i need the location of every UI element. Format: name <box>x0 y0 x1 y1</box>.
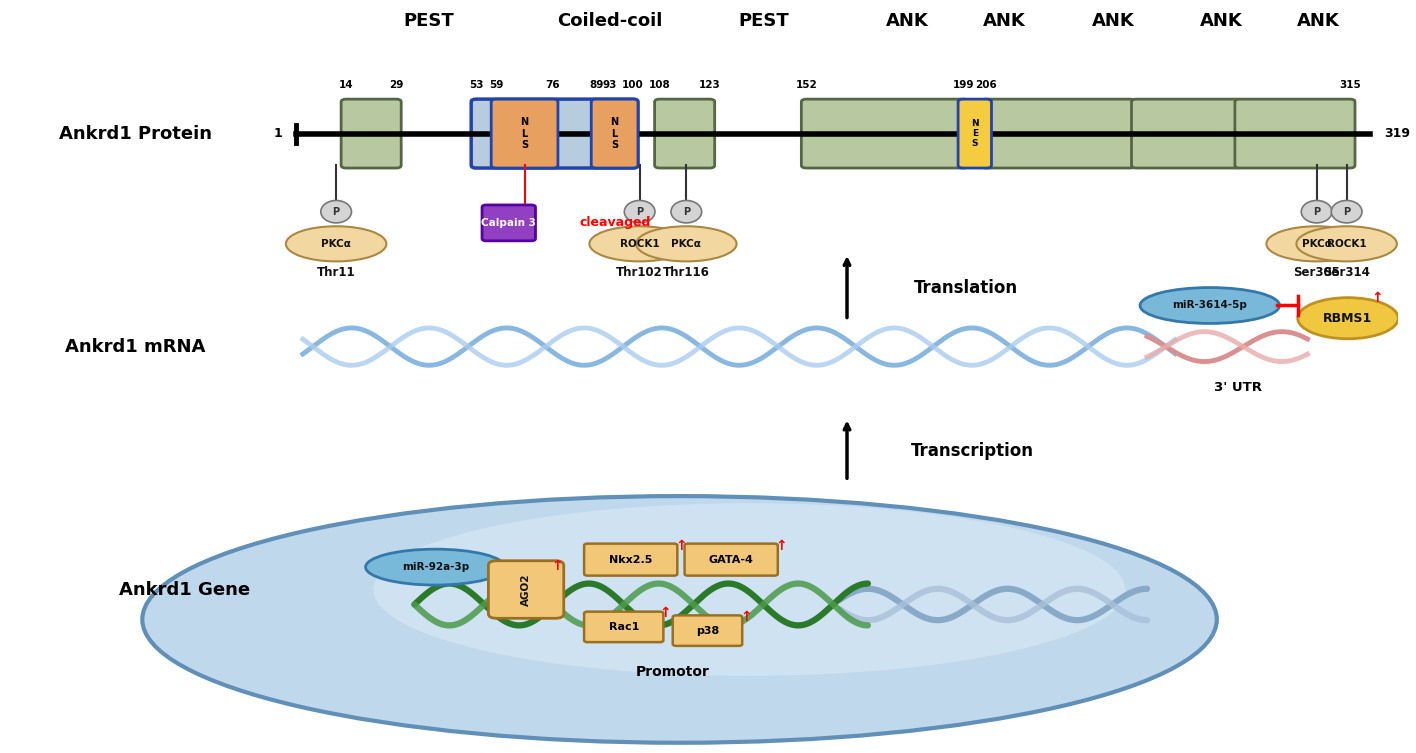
FancyBboxPatch shape <box>585 611 663 642</box>
Text: 59: 59 <box>489 81 504 90</box>
FancyBboxPatch shape <box>1131 99 1242 168</box>
Text: Ser314: Ser314 <box>1323 266 1371 279</box>
Text: 29: 29 <box>389 81 404 90</box>
Ellipse shape <box>286 226 387 261</box>
Ellipse shape <box>636 226 736 261</box>
FancyBboxPatch shape <box>654 99 715 168</box>
FancyBboxPatch shape <box>981 99 1134 168</box>
Text: 93: 93 <box>602 81 617 90</box>
Ellipse shape <box>589 226 690 261</box>
Text: 206: 206 <box>976 81 997 90</box>
FancyBboxPatch shape <box>959 99 991 168</box>
Text: Thr116: Thr116 <box>663 266 709 279</box>
Text: N
L
S: N L S <box>610 117 619 150</box>
Text: Ankrd1 Protein: Ankrd1 Protein <box>59 124 212 142</box>
Ellipse shape <box>1297 226 1396 261</box>
Ellipse shape <box>374 503 1126 676</box>
Text: 14: 14 <box>338 81 354 90</box>
Ellipse shape <box>365 549 506 585</box>
Text: Nkx2.5: Nkx2.5 <box>609 555 653 565</box>
Text: ↑: ↑ <box>1372 291 1383 305</box>
Text: PEST: PEST <box>404 13 453 30</box>
Text: Rac1: Rac1 <box>609 622 639 632</box>
FancyBboxPatch shape <box>491 99 558 168</box>
FancyBboxPatch shape <box>592 99 639 168</box>
Text: 53: 53 <box>469 81 483 90</box>
Text: Thr102: Thr102 <box>616 266 663 279</box>
Text: ANK: ANK <box>983 13 1027 30</box>
Text: P: P <box>683 206 690 217</box>
Text: 89: 89 <box>589 81 603 90</box>
Ellipse shape <box>1301 200 1332 223</box>
Text: Calpain 3: Calpain 3 <box>481 218 537 228</box>
Text: 152: 152 <box>796 81 817 90</box>
Text: ↑: ↑ <box>776 539 787 553</box>
Ellipse shape <box>671 200 702 223</box>
Text: P: P <box>1342 206 1351 217</box>
Text: Coiled-coil: Coiled-coil <box>556 13 663 30</box>
FancyBboxPatch shape <box>684 544 777 575</box>
Text: miR-92a-3p: miR-92a-3p <box>402 562 469 572</box>
Text: Thr11: Thr11 <box>317 266 355 279</box>
Text: ↑: ↑ <box>741 610 752 624</box>
FancyBboxPatch shape <box>801 99 969 168</box>
Text: Translation: Translation <box>913 279 1018 297</box>
Ellipse shape <box>1266 226 1366 261</box>
Text: ANK: ANK <box>885 13 929 30</box>
Text: ↑: ↑ <box>551 559 562 572</box>
Text: Promotor: Promotor <box>636 665 709 678</box>
Ellipse shape <box>1297 297 1398 339</box>
Text: 76: 76 <box>545 81 561 90</box>
Text: ↑: ↑ <box>675 539 687 553</box>
Text: Ser305: Ser305 <box>1293 266 1340 279</box>
Text: ↑: ↑ <box>660 606 671 620</box>
FancyBboxPatch shape <box>481 205 535 241</box>
Text: PKCα: PKCα <box>671 239 701 248</box>
Text: 315: 315 <box>1340 81 1361 90</box>
Text: GATA-4: GATA-4 <box>709 555 753 565</box>
FancyBboxPatch shape <box>585 544 677 575</box>
Text: P: P <box>1313 206 1320 217</box>
Text: ROCK1: ROCK1 <box>620 239 660 248</box>
Text: PKCα: PKCα <box>1301 239 1331 248</box>
Ellipse shape <box>321 200 351 223</box>
FancyBboxPatch shape <box>472 99 639 168</box>
Text: PKCα: PKCα <box>321 239 351 248</box>
Text: ANK: ANK <box>1199 13 1242 30</box>
Text: 199: 199 <box>953 81 974 90</box>
Text: ANK: ANK <box>1092 13 1134 30</box>
Text: P: P <box>636 206 643 217</box>
Text: ROCK1: ROCK1 <box>1327 239 1366 248</box>
FancyBboxPatch shape <box>673 615 742 646</box>
Text: PEST: PEST <box>738 13 789 30</box>
Text: miR-3614-5p: miR-3614-5p <box>1172 300 1247 310</box>
Text: N
L
S: N L S <box>521 117 528 150</box>
Text: N
E
S: N E S <box>971 119 978 148</box>
FancyBboxPatch shape <box>1235 99 1355 168</box>
Text: 123: 123 <box>698 81 721 90</box>
Text: Transcription: Transcription <box>910 442 1034 460</box>
Text: RBMS1: RBMS1 <box>1324 312 1372 325</box>
FancyBboxPatch shape <box>341 99 401 168</box>
Ellipse shape <box>1331 200 1362 223</box>
Ellipse shape <box>624 200 656 223</box>
Text: 3' UTR: 3' UTR <box>1214 381 1262 395</box>
Text: 1: 1 <box>273 127 282 140</box>
Ellipse shape <box>1140 288 1280 324</box>
Text: p38: p38 <box>695 626 719 636</box>
Text: AGO2: AGO2 <box>521 573 531 605</box>
Text: Ankrd1 Gene: Ankrd1 Gene <box>119 581 249 599</box>
Ellipse shape <box>143 496 1216 742</box>
Text: 108: 108 <box>649 81 671 90</box>
Text: Ankrd1 mRNA: Ankrd1 mRNA <box>65 337 205 355</box>
Text: ANK: ANK <box>1297 13 1340 30</box>
Text: 100: 100 <box>622 81 644 90</box>
Text: cleavaged: cleavaged <box>579 216 651 230</box>
Text: P: P <box>333 206 340 217</box>
Text: 319: 319 <box>1385 127 1410 140</box>
FancyBboxPatch shape <box>489 561 564 618</box>
